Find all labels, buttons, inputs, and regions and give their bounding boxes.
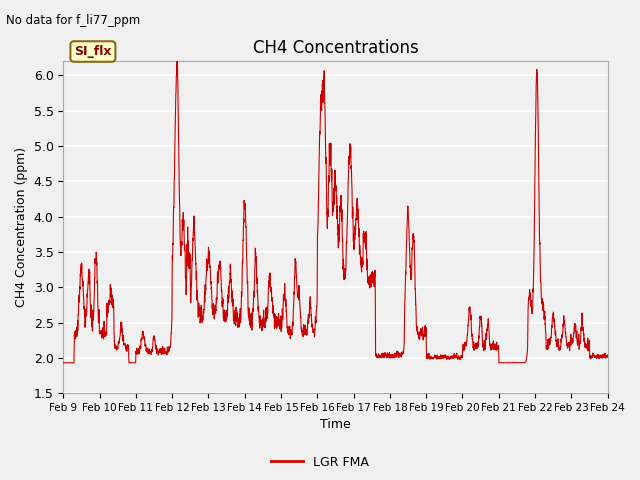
Y-axis label: CH4 Concentration (ppm): CH4 Concentration (ppm) xyxy=(15,147,28,307)
Legend: LGR FMA: LGR FMA xyxy=(266,451,374,474)
X-axis label: Time: Time xyxy=(320,419,351,432)
Title: CH4 Concentrations: CH4 Concentrations xyxy=(253,39,419,57)
Text: SI_flx: SI_flx xyxy=(74,45,111,58)
Text: No data for f_li77_ppm: No data for f_li77_ppm xyxy=(6,14,141,27)
